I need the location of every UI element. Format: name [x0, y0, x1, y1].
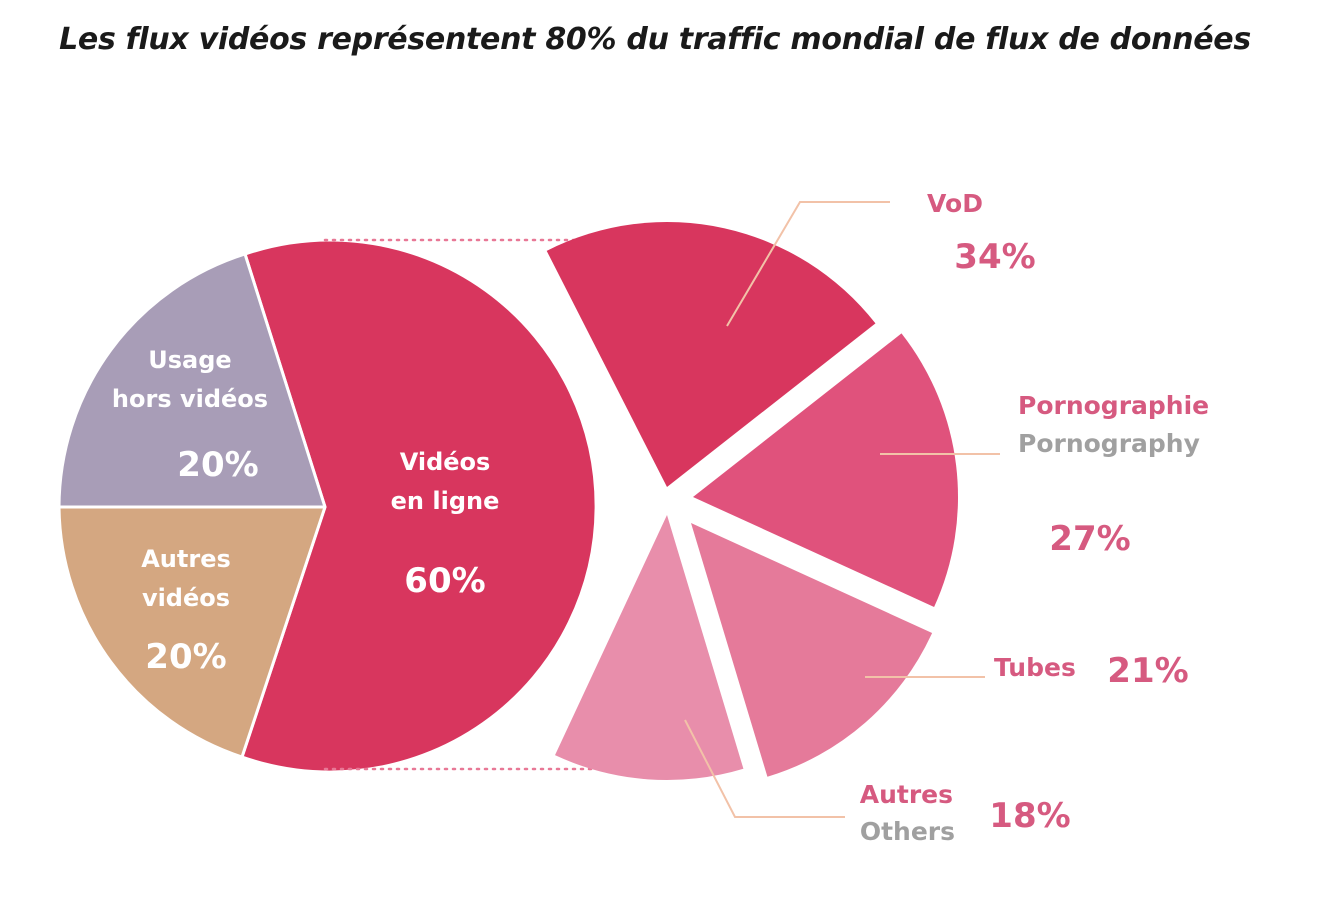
value-videos-en-ligne: 60% [404, 561, 485, 601]
label-autres-videos-line-2: vidéos [142, 584, 230, 612]
label-pornography-en: Pornography [1018, 429, 1200, 458]
slice-autres-videos [57, 505, 327, 759]
value-usage-hors-videos: 20% [177, 445, 258, 485]
leader-line-autres [684, 719, 845, 818]
label-autres: Autres [860, 780, 953, 809]
slice-videos-en-ligne [240, 238, 598, 774]
label-pornographie: Pornographie [1018, 391, 1209, 420]
value-tubes: 21% [1107, 651, 1188, 691]
leader-line-vod [726, 201, 890, 327]
chart-title: Les flux vidéos représentent 80% du traf… [59, 22, 1251, 57]
label-others-en: Others [860, 817, 955, 846]
label-tubes: Tubes [994, 653, 1076, 682]
slice-pornographie [693, 333, 959, 607]
value-pornographie: 27% [1049, 519, 1130, 559]
label-vod: VoD [927, 189, 983, 218]
slice-tubes [691, 523, 933, 777]
slice-vod [546, 222, 876, 488]
value-autres: 18% [989, 796, 1070, 836]
label-usage-hors-videos-line-1: Usage [148, 346, 231, 374]
label-autres-videos-line-1: Autres [141, 545, 231, 573]
value-vod: 34% [954, 237, 1035, 277]
slice-usage-hors-videos [57, 252, 327, 509]
label-usage-hors-videos-line-2: hors vidéos [112, 385, 268, 413]
label-videos-en-ligne-line-1: Vidéos [400, 448, 491, 476]
value-autres-videos: 20% [145, 637, 226, 677]
slice-autres [555, 515, 744, 781]
label-videos-en-ligne-line-2: en ligne [391, 487, 500, 515]
